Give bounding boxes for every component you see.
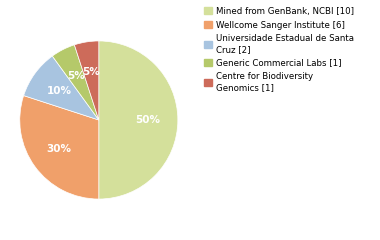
Legend: Mined from GenBank, NCBI [10], Wellcome Sanger Institute [6], Universidade Estad: Mined from GenBank, NCBI [10], Wellcome …	[202, 4, 356, 94]
Text: 50%: 50%	[135, 115, 160, 125]
Wedge shape	[20, 96, 99, 199]
Wedge shape	[99, 41, 178, 199]
Wedge shape	[74, 41, 99, 120]
Text: 5%: 5%	[82, 66, 100, 77]
Text: 5%: 5%	[68, 71, 86, 81]
Text: 30%: 30%	[47, 144, 72, 154]
Wedge shape	[52, 45, 99, 120]
Text: 10%: 10%	[47, 86, 72, 96]
Wedge shape	[24, 56, 99, 120]
